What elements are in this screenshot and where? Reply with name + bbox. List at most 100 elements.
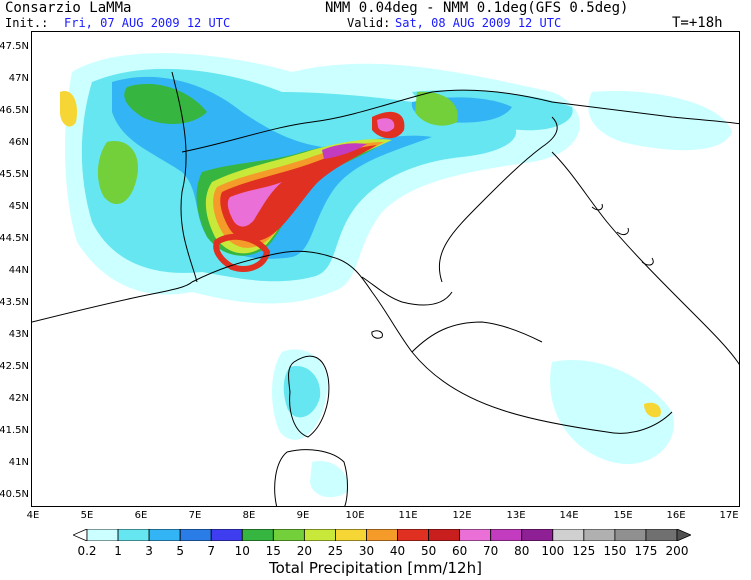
elba-island — [371, 330, 383, 339]
lat-label: 43.5N — [0, 297, 29, 308]
central-border — [411, 321, 543, 353]
precip-small-core-2 — [60, 91, 78, 127]
legend-swatch — [552, 529, 585, 541]
forecast-step: T=+18h — [672, 15, 723, 31]
lon-label: 9E — [296, 510, 310, 521]
lon-label: 16E — [666, 510, 686, 521]
lon-label: 7E — [188, 510, 202, 521]
precip-light-area-5 — [310, 461, 348, 498]
precip-red-band — [220, 145, 377, 242]
lon-label: 8E — [242, 510, 256, 521]
legend-level-label: 40 — [389, 544, 406, 558]
legend-level-label: 7 — [207, 544, 216, 558]
legend-colorbar — [73, 529, 691, 541]
legend-level-label: 25 — [327, 544, 344, 558]
lon-label: 17E — [719, 510, 739, 521]
lon-label: 15E — [613, 510, 633, 521]
lat-label: 44.5N — [0, 233, 29, 244]
adriatic-east-coast — [551, 151, 739, 365]
legend-swatch — [676, 529, 691, 541]
alps-border — [181, 89, 739, 153]
legend-level-label: 70 — [483, 544, 499, 558]
precip-small-core — [644, 402, 661, 418]
lat-label: 46.5N — [0, 105, 29, 116]
lat-label: 46N — [8, 137, 29, 148]
init-label: Init.: — [5, 16, 49, 30]
precip-cyan-area-3 — [283, 366, 321, 418]
valid-time: Sat, 08 AUG 2009 12 UTC — [395, 16, 562, 30]
lon-label: 4E — [26, 510, 40, 521]
legend-swatch — [521, 529, 554, 541]
legend-swatch — [117, 529, 150, 541]
legend-title: Total Precipitation [mm/12h] — [269, 559, 482, 577]
lon-label: 11E — [398, 510, 418, 521]
legend-level-label: 3 — [145, 544, 153, 558]
precip-light-area-2 — [588, 91, 732, 151]
legend-swatch — [428, 529, 461, 541]
lat-label: 44N — [8, 265, 29, 276]
legend-swatch — [335, 529, 367, 541]
legend-swatch — [73, 529, 88, 541]
precip-magenta-core — [227, 182, 282, 227]
init-time: Fri, 07 AUG 2009 12 UTC — [64, 16, 231, 30]
legend-level-label: 1 — [114, 544, 122, 558]
lon-label: 14E — [559, 510, 579, 521]
lon-label: 5E — [80, 510, 94, 521]
lat-label: 41N — [8, 457, 29, 468]
map-canvas — [32, 53, 739, 506]
precip-magenta-core-2 — [322, 143, 367, 159]
italy-coastline — [191, 116, 673, 434]
legend-swatch — [148, 529, 181, 541]
lat-label: 42N — [8, 393, 29, 404]
west-border — [171, 71, 198, 283]
precip-east-core-2 — [377, 118, 395, 132]
legend-level-label: 60 — [451, 544, 468, 558]
lat-label: 47.5N — [0, 41, 29, 52]
legend-level-label: 50 — [420, 544, 437, 558]
precip-green-area — [124, 83, 207, 124]
croatia-islands — [591, 203, 654, 266]
lon-label: 10E — [345, 510, 365, 521]
legend-level-label: 175 — [634, 544, 658, 558]
precip-green-area-2 — [97, 141, 138, 205]
coastlines — [32, 71, 739, 506]
lat-label: 43N — [8, 329, 29, 340]
legend-level-label: 15 — [265, 544, 281, 558]
legend-swatch — [86, 529, 119, 541]
legend-level-label: 200 — [665, 544, 689, 558]
lat-label: 45N — [8, 201, 29, 212]
legend-level-label: 100 — [541, 544, 565, 558]
legend-swatch — [303, 529, 336, 541]
corsica-coast — [288, 355, 330, 438]
legend-level-label: 150 — [603, 544, 627, 558]
lon-label: 12E — [452, 510, 472, 521]
legend-level-label: 0.2 — [77, 544, 97, 558]
precipitation-map — [31, 31, 740, 507]
tuscan-border — [361, 276, 453, 306]
legend-swatch — [179, 529, 212, 541]
legend-level-label: 125 — [572, 544, 596, 558]
precip-ring — [213, 233, 271, 272]
lon-label: 6E — [134, 510, 148, 521]
lon-label: 13E — [506, 510, 526, 521]
france-coast — [32, 281, 193, 323]
legend-level-label: 5 — [176, 544, 184, 558]
lat-label: 42.5N — [0, 361, 29, 372]
legend-level-label: 10 — [234, 544, 250, 558]
legend-swatch — [210, 529, 243, 541]
lat-label: 47N — [8, 73, 29, 84]
legend-swatch — [490, 529, 523, 541]
legend-swatch — [241, 529, 274, 541]
precip-light-area-4 — [550, 360, 674, 464]
legend-swatch — [397, 529, 429, 541]
legend-level-label: 80 — [514, 544, 530, 558]
legend-swatch — [645, 529, 678, 541]
valid-label: Valid: — [347, 16, 391, 30]
legend-swatch — [459, 529, 492, 541]
lat-label: 45.5N — [0, 169, 29, 180]
legend-swatch — [583, 529, 616, 541]
precip-green-area-4 — [415, 91, 458, 126]
legend-swatch — [272, 529, 305, 541]
organization-title: Consarzio LaMMa — [5, 0, 132, 16]
legend-level-label: 20 — [296, 544, 312, 558]
